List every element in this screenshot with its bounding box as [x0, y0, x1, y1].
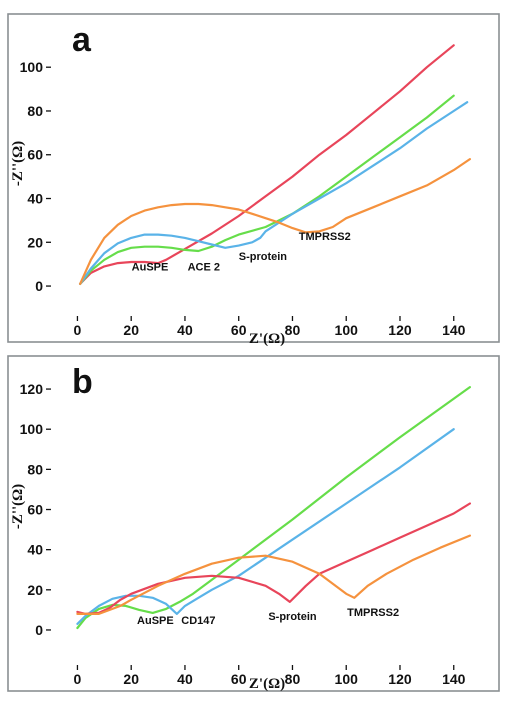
y-tick-label: 100 [20, 59, 44, 75]
annotation-label: S-protein [239, 251, 288, 263]
series-line-4 [76, 534, 471, 616]
x-tick-label: 40 [177, 322, 193, 338]
x-tick-label: 20 [123, 322, 139, 338]
y-tick-label: 0 [35, 622, 43, 638]
annotation-label: CD147 [181, 615, 215, 627]
x-tick-label: 120 [388, 671, 412, 687]
x-tick-label: 120 [388, 322, 412, 338]
annotation-label: TMPRSS2 [347, 607, 399, 619]
plot-frame [7, 355, 500, 692]
y-tick-label: 100 [20, 421, 44, 437]
x-tick-label: 60 [231, 671, 247, 687]
y-tick-label: 120 [20, 381, 44, 397]
x-tick-label: 0 [74, 671, 82, 687]
series-line-3 [78, 101, 469, 285]
y-tick-label: 0 [35, 278, 43, 294]
series-line-1 [76, 386, 471, 630]
chart-panel-a: 0 20 40 60 80 100 120 140 0 20 40 60 80 100 Z'(Ω) -Z''(… [7, 13, 500, 347]
annotation-label: AuSPE [132, 262, 169, 274]
series-line-2 [78, 94, 455, 285]
x-tick-label: 20 [123, 671, 139, 687]
x-tick-label: 60 [231, 322, 247, 338]
annotation-label: TMPRSS2 [299, 231, 351, 243]
annotation-label: AuSPE [137, 615, 174, 627]
x-tick-label: 80 [285, 322, 301, 338]
y-tick-label: 40 [27, 191, 43, 207]
y-tick-label: 80 [27, 103, 43, 119]
y-axis-label: -Z''(Ω) [10, 484, 26, 529]
series-line-1 [78, 44, 455, 285]
series-line-2 [76, 428, 455, 626]
y-tick-label: 20 [27, 234, 43, 250]
panel-label: b [72, 363, 93, 401]
series-line-3 [76, 502, 471, 616]
y-axis-label: -Z''(Ω) [10, 141, 26, 186]
y-tick-label: 80 [27, 461, 43, 477]
x-tick-label: 140 [442, 671, 466, 687]
y-tick-label: 60 [27, 502, 43, 518]
x-tick-label: 40 [177, 671, 193, 687]
panel-label: a [72, 21, 92, 59]
annotation-label: ACE 2 [188, 262, 220, 274]
annotation-label: S-protein [268, 611, 317, 623]
x-axis-label: Z'(Ω) [249, 676, 285, 692]
y-tick-label: 60 [27, 147, 43, 163]
x-tick-label: 80 [285, 671, 301, 687]
chart-panel-b: 0 20 40 60 80 100 120 140 0 20 40 60 80 100 120 Z'(Ω) -Z… [7, 355, 500, 692]
x-tick-label: 100 [335, 322, 359, 338]
x-tick-label: 0 [74, 322, 82, 338]
series-line-4 [78, 158, 471, 285]
y-tick-label: 20 [27, 582, 43, 598]
plot-frame [7, 13, 500, 343]
x-tick-label: 100 [335, 671, 359, 687]
x-tick-label: 140 [442, 322, 466, 338]
y-tick-label: 40 [27, 542, 43, 558]
x-axis-label: Z'(Ω) [249, 331, 285, 347]
